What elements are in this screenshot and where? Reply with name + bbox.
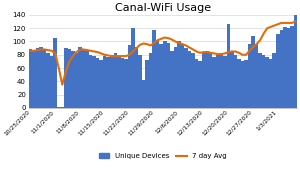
Bar: [53, 38, 57, 108]
Bar: [71, 52, 75, 108]
Bar: [106, 57, 110, 108]
Bar: [209, 53, 212, 108]
Bar: [156, 40, 159, 108]
Bar: [131, 28, 135, 108]
Bar: [170, 51, 174, 108]
Bar: [82, 49, 85, 108]
Bar: [121, 58, 124, 108]
Bar: [68, 49, 71, 108]
Bar: [78, 47, 82, 108]
Bar: [159, 44, 163, 108]
Bar: [230, 52, 234, 108]
Bar: [266, 57, 269, 108]
Bar: [234, 55, 237, 108]
Bar: [145, 60, 149, 108]
Bar: [50, 56, 53, 108]
Bar: [251, 36, 255, 108]
Bar: [223, 56, 226, 108]
Bar: [283, 27, 286, 108]
Bar: [167, 43, 170, 108]
Bar: [181, 44, 184, 108]
Bar: [43, 49, 46, 108]
Bar: [99, 60, 103, 108]
Bar: [117, 56, 121, 108]
Bar: [280, 30, 283, 108]
Bar: [36, 48, 39, 108]
Bar: [85, 52, 89, 108]
Bar: [212, 57, 216, 108]
Bar: [61, 106, 64, 108]
Bar: [142, 80, 145, 108]
Bar: [286, 28, 290, 108]
Bar: [269, 59, 272, 108]
Bar: [103, 56, 106, 108]
Bar: [188, 51, 191, 108]
Bar: [177, 41, 181, 108]
Bar: [206, 51, 209, 108]
Bar: [244, 60, 248, 108]
Bar: [124, 59, 128, 108]
Bar: [75, 53, 78, 108]
Bar: [149, 53, 152, 108]
Bar: [39, 47, 43, 108]
Bar: [276, 34, 280, 108]
Bar: [248, 44, 251, 108]
Bar: [96, 58, 99, 108]
Bar: [237, 59, 241, 108]
Bar: [135, 47, 138, 108]
Bar: [32, 52, 36, 108]
Bar: [195, 59, 198, 108]
Title: Canal-WiFi Usage: Canal-WiFi Usage: [115, 3, 211, 13]
Bar: [128, 45, 131, 108]
Bar: [89, 55, 92, 108]
Bar: [110, 55, 113, 108]
Bar: [92, 56, 96, 108]
Bar: [113, 53, 117, 108]
Bar: [198, 61, 202, 108]
Bar: [294, 15, 297, 108]
Bar: [191, 53, 195, 108]
Bar: [57, 106, 61, 108]
Bar: [46, 53, 50, 108]
Bar: [255, 44, 258, 108]
Bar: [272, 53, 276, 108]
Bar: [163, 41, 166, 108]
Legend: Unique Devices, 7 day Avg: Unique Devices, 7 day Avg: [96, 150, 230, 162]
Bar: [262, 55, 266, 108]
Bar: [174, 47, 177, 108]
Bar: [152, 30, 156, 108]
Bar: [216, 55, 220, 108]
Bar: [202, 52, 206, 108]
Bar: [138, 55, 142, 108]
Bar: [241, 61, 244, 108]
Bar: [184, 48, 188, 108]
Bar: [226, 24, 230, 108]
Bar: [290, 26, 294, 108]
Bar: [258, 53, 262, 108]
Bar: [29, 49, 32, 108]
Bar: [64, 48, 68, 108]
Bar: [220, 53, 223, 108]
